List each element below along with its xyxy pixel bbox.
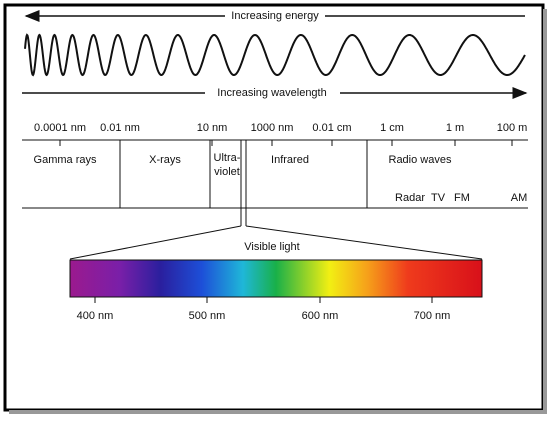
scale-label: 1000 nm — [251, 122, 294, 134]
shadow — [9, 410, 545, 414]
visible-tick-label: 600 nm — [302, 310, 339, 322]
scale-label: 1 cm — [380, 122, 404, 134]
scale-label: 0.0001 nm — [34, 122, 86, 134]
visible-tick-label: 700 nm — [414, 310, 451, 322]
scale-label: 0.01 nm — [100, 122, 140, 134]
scale-label: 100 m — [497, 122, 528, 134]
region-label: Infrared — [271, 154, 309, 166]
region-label: X-rays — [149, 154, 181, 166]
region-label: Gamma rays — [34, 154, 97, 166]
region-label: violet — [214, 166, 240, 178]
visible-tick-label: 400 nm — [77, 310, 114, 322]
energy-label: Increasing energy — [231, 10, 319, 22]
visible-ticks: 400 nm 500 nm 600 nm 700 nm — [77, 297, 451, 322]
scale: 0.0001 nm 0.01 nm 10 nm 1000 nm 0.01 cm 1 cm 1… — [34, 122, 527, 146]
region-label: Ultra- — [214, 152, 241, 164]
scale-label: 0.01 cm — [312, 122, 351, 134]
wavelength-label: Increasing wavelength — [217, 87, 326, 99]
spectrum — [69, 259, 483, 298]
scale-label: 1 m — [446, 122, 464, 134]
band-label: FM — [454, 192, 470, 204]
region-label: Radio waves — [389, 154, 452, 166]
shadow — [543, 9, 547, 414]
visible-title: Visible light — [244, 241, 299, 253]
wave — [24, 33, 526, 77]
band-label: Radar — [395, 192, 425, 204]
visible-tick-label: 500 nm — [189, 310, 226, 322]
band-label: AM — [511, 192, 528, 204]
dividers — [69, 140, 483, 260]
band-label: TV — [431, 192, 446, 204]
scale-label: 10 nm — [197, 122, 228, 134]
